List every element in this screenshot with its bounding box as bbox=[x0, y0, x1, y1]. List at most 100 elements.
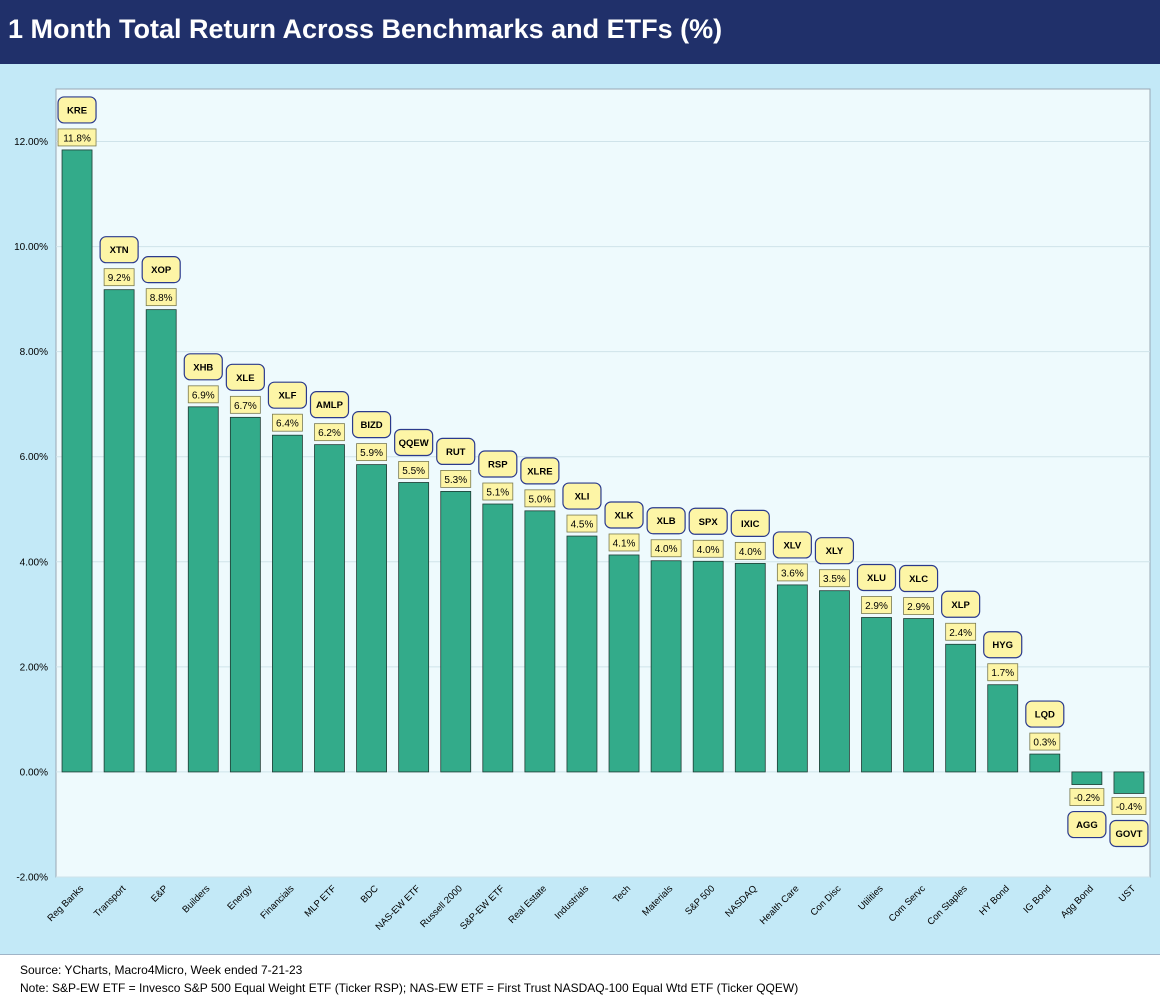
ticker-label-kre: KRE bbox=[57, 96, 97, 124]
title-bar: 1 Month Total Return Across Benchmarks a… bbox=[0, 0, 1160, 64]
ticker-label-text: XLC bbox=[909, 574, 928, 585]
value-label-xlb: 4.0% bbox=[650, 539, 682, 558]
ticker-label-xly: XLY bbox=[814, 537, 855, 565]
value-label-text: 1.7% bbox=[991, 668, 1014, 679]
x-category-label: S&P 500 bbox=[683, 883, 717, 917]
value-label-text: 5.3% bbox=[444, 475, 467, 486]
ticker-label-text: XLK bbox=[615, 510, 634, 521]
ticker-label-text: XLE bbox=[236, 373, 254, 384]
x-category-label: Reg Banks bbox=[46, 883, 87, 924]
ticker-label-text: XLI bbox=[575, 492, 590, 503]
bars bbox=[61, 149, 1145, 794]
x-category-label: Con Staples bbox=[925, 883, 970, 928]
value-label-xlp: 2.4% bbox=[945, 622, 977, 641]
y-tick-label: 10.00% bbox=[14, 242, 48, 253]
value-label-text: 5.1% bbox=[486, 488, 509, 499]
x-category-label: Transport bbox=[92, 883, 129, 920]
ticker-label-xlp: XLP bbox=[941, 590, 981, 618]
value-label-text: 6.4% bbox=[276, 419, 299, 430]
value-label-kre: 11.8% bbox=[57, 128, 97, 147]
ticker-label-xle: XLE bbox=[225, 363, 265, 391]
ticker-label-text: GOVT bbox=[1116, 829, 1143, 840]
value-label-xlf: 6.4% bbox=[272, 413, 303, 432]
value-label-text: 8.8% bbox=[150, 293, 173, 304]
x-axis: Reg Banks Transport E&P Builders Energy Finan… bbox=[46, 883, 1139, 932]
x-category-label: UST bbox=[1117, 883, 1138, 904]
y-tick-label: 8.00% bbox=[20, 347, 48, 358]
x-category-label: Con Disc bbox=[809, 883, 844, 918]
value-label-xhb: 6.9% bbox=[187, 385, 219, 404]
bar-kre bbox=[61, 149, 93, 773]
x-category-label: Agg Bond bbox=[1059, 883, 1096, 920]
value-label-govt: -0.4% bbox=[1111, 797, 1147, 815]
value-label-xli: 4.5% bbox=[566, 514, 598, 533]
x-category-label: E&P bbox=[149, 883, 170, 904]
value-label-text: 6.9% bbox=[192, 390, 215, 401]
ticker-label-text: XLB bbox=[657, 516, 676, 527]
x-category-label: NAS-EW ETF bbox=[374, 883, 423, 932]
ticker-label-text: XHB bbox=[193, 362, 213, 373]
x-category-label: Energy bbox=[225, 883, 254, 912]
ticker-label-rut: RUT bbox=[436, 437, 476, 466]
bar-xlb bbox=[650, 560, 682, 773]
bar-lqd bbox=[1029, 753, 1061, 773]
ticker-label-xtn: XTN bbox=[99, 236, 139, 264]
x-category-label: S&P-EW ETF bbox=[458, 883, 507, 932]
bar-xlu bbox=[861, 617, 892, 773]
value-label-text: 4.0% bbox=[739, 547, 762, 558]
value-label-text: 6.2% bbox=[318, 428, 341, 439]
x-category-label: Materials bbox=[640, 883, 675, 918]
value-label-xly: 3.5% bbox=[819, 569, 850, 588]
value-label-xtn: 9.2% bbox=[103, 268, 135, 287]
ticker-label-text: XLV bbox=[783, 540, 801, 551]
value-label-xlv: 3.6% bbox=[776, 563, 808, 582]
ticker-label-text: AGG bbox=[1076, 820, 1098, 831]
value-label-hyg: 1.7% bbox=[987, 663, 1019, 682]
ticker-label-qqew: QQEW bbox=[394, 428, 434, 457]
ticker-label-text: XLY bbox=[826, 546, 844, 557]
ticker-label-xlu: XLU bbox=[856, 563, 897, 592]
value-label-text: 4.1% bbox=[613, 538, 636, 549]
x-category-label: Utilities bbox=[856, 883, 886, 913]
x-category-label: HY Bond bbox=[977, 883, 1012, 918]
ticker-label-text: BIZD bbox=[360, 420, 382, 431]
y-tick-label: 4.00% bbox=[20, 557, 48, 568]
value-label-xlu: 2.9% bbox=[861, 596, 892, 614]
y-tick-label: 6.00% bbox=[20, 452, 48, 463]
plot-area bbox=[55, 88, 1151, 878]
y-tick-label: 12.00% bbox=[14, 137, 48, 148]
ticker-label-xhb: XHB bbox=[183, 353, 223, 381]
value-label-text: 6.7% bbox=[234, 401, 257, 412]
x-category-label: Health Care bbox=[758, 883, 802, 927]
value-label-text: 4.0% bbox=[697, 545, 720, 556]
value-label-xlk: 4.1% bbox=[608, 533, 640, 552]
chart-title: 1 Month Total Return Across Benchmarks a… bbox=[8, 14, 723, 44]
value-label-text: 11.8% bbox=[63, 133, 91, 144]
value-label-text: 2.4% bbox=[949, 628, 972, 639]
x-category-label: Financials bbox=[259, 883, 297, 921]
x-category-label: IG Bond bbox=[1022, 883, 1054, 915]
ticker-label-text: HYG bbox=[992, 640, 1013, 651]
bar-xlk bbox=[608, 554, 640, 773]
ticker-label-text: XLP bbox=[951, 600, 970, 611]
ticker-label-xlre: XLRE bbox=[520, 457, 560, 485]
bar-govt bbox=[1113, 771, 1145, 794]
ticker-label-hyg: HYG bbox=[983, 631, 1023, 659]
value-label-text: -0.2% bbox=[1074, 793, 1100, 804]
ticker-label-amlp: AMLP bbox=[309, 391, 350, 419]
bar-xlf bbox=[272, 434, 303, 773]
ticker-label-text: KRE bbox=[67, 105, 87, 116]
bar-qqew bbox=[398, 482, 430, 773]
ticker-label-xlb: XLB bbox=[646, 507, 686, 535]
bar-xlp bbox=[945, 643, 977, 773]
value-label-text: 0.3% bbox=[1033, 738, 1056, 749]
value-label-rsp: 5.1% bbox=[482, 482, 514, 501]
bar-ixic bbox=[734, 562, 766, 773]
ticker-label-xli: XLI bbox=[562, 482, 602, 510]
x-category-label: MLP ETF bbox=[303, 883, 339, 919]
ticker-label-xlf: XLF bbox=[267, 381, 308, 409]
bar-xlv bbox=[776, 584, 808, 773]
bar-xlre bbox=[524, 510, 556, 773]
ticker-label-text: AMLP bbox=[316, 400, 344, 411]
value-label-text: 5.9% bbox=[360, 448, 383, 459]
